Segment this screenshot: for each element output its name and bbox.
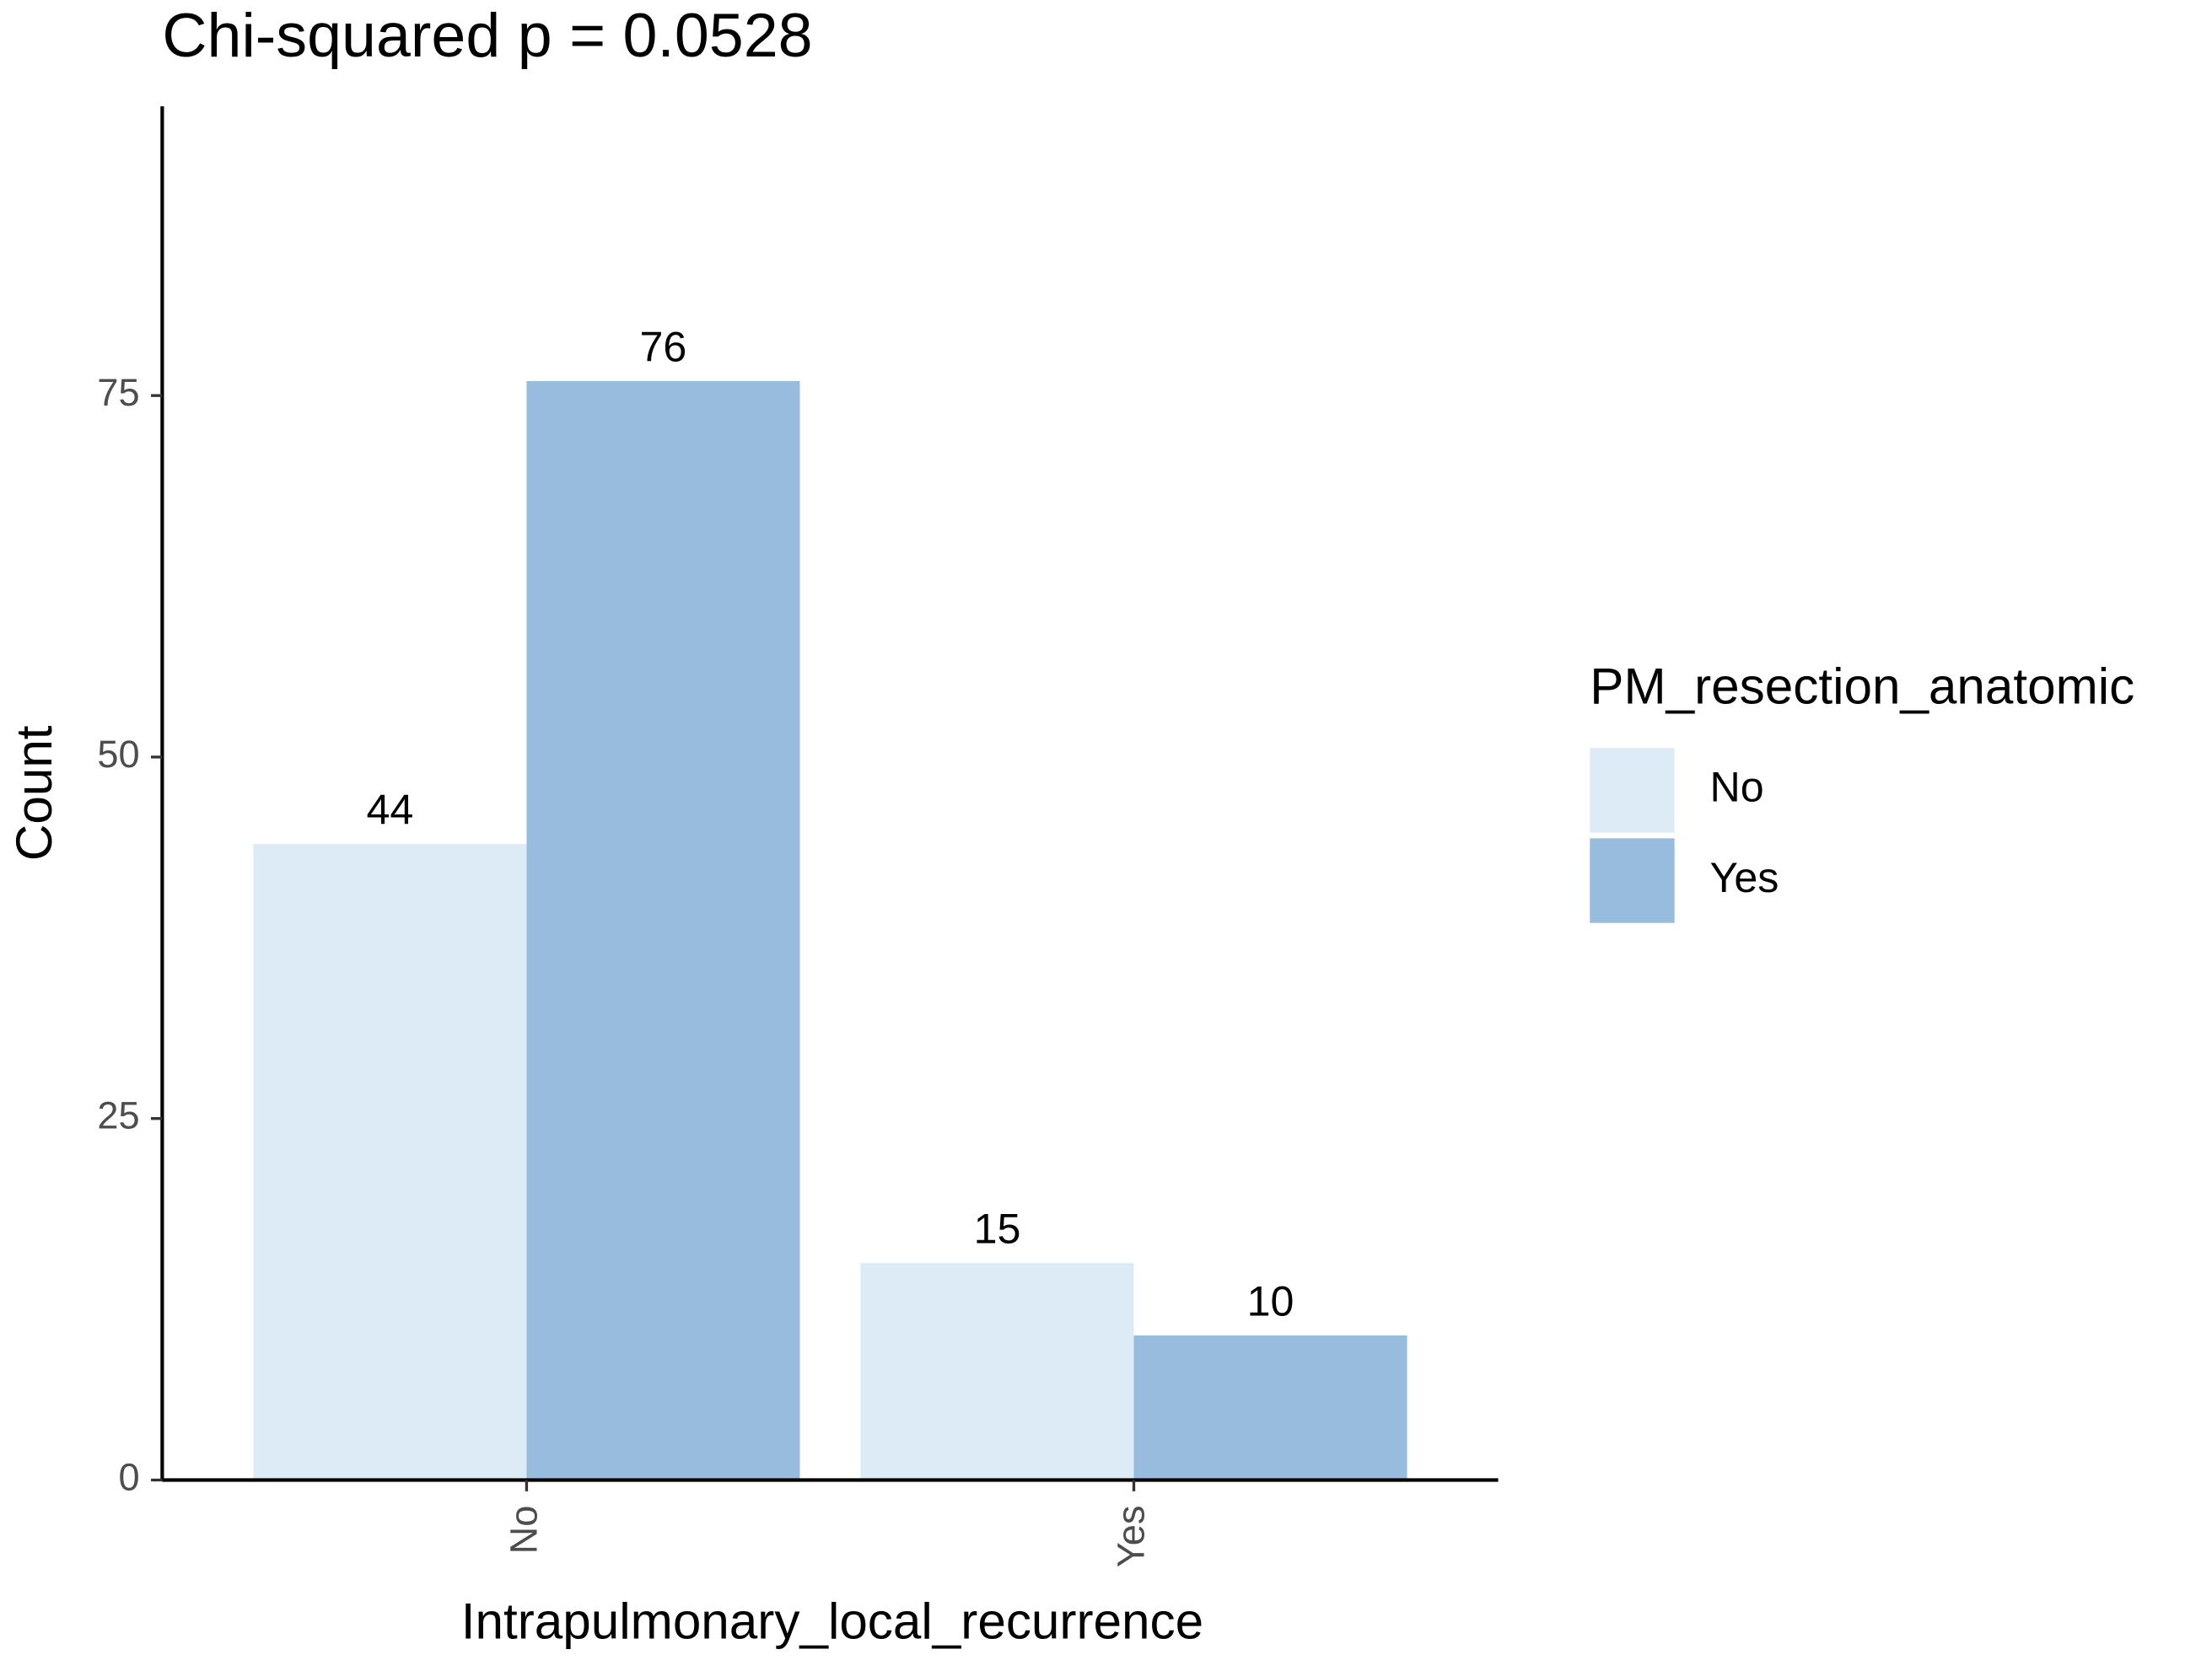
value-label: 10	[1247, 1277, 1294, 1324]
legend-key	[1590, 838, 1675, 923]
legend-key	[1590, 748, 1675, 833]
y-tick-label: 75	[97, 371, 139, 414]
x-tick-label: Yes	[1109, 1506, 1152, 1568]
chart-title: Chi-squared p = 0.0528	[162, 0, 812, 70]
x-axis-title: Intrapulmonary_local_recurrence	[461, 1593, 1203, 1650]
y-tick-label: 25	[97, 1094, 139, 1137]
legend-label: Yes	[1709, 854, 1779, 901]
bar	[526, 381, 800, 1480]
legend-label: No	[1709, 764, 1763, 811]
value-label: 76	[640, 323, 687, 370]
x-tick-label: No	[502, 1506, 545, 1555]
legend-title: PM_resection_anatomic	[1590, 658, 2134, 715]
y-tick-label: 0	[118, 1455, 139, 1498]
y-axis-title: Count	[5, 725, 62, 861]
bar	[253, 843, 527, 1480]
y-tick-label: 50	[97, 733, 139, 776]
bar	[1133, 1335, 1407, 1480]
value-label: 15	[974, 1206, 1021, 1253]
value-label: 44	[366, 786, 413, 833]
bar	[860, 1263, 1134, 1480]
